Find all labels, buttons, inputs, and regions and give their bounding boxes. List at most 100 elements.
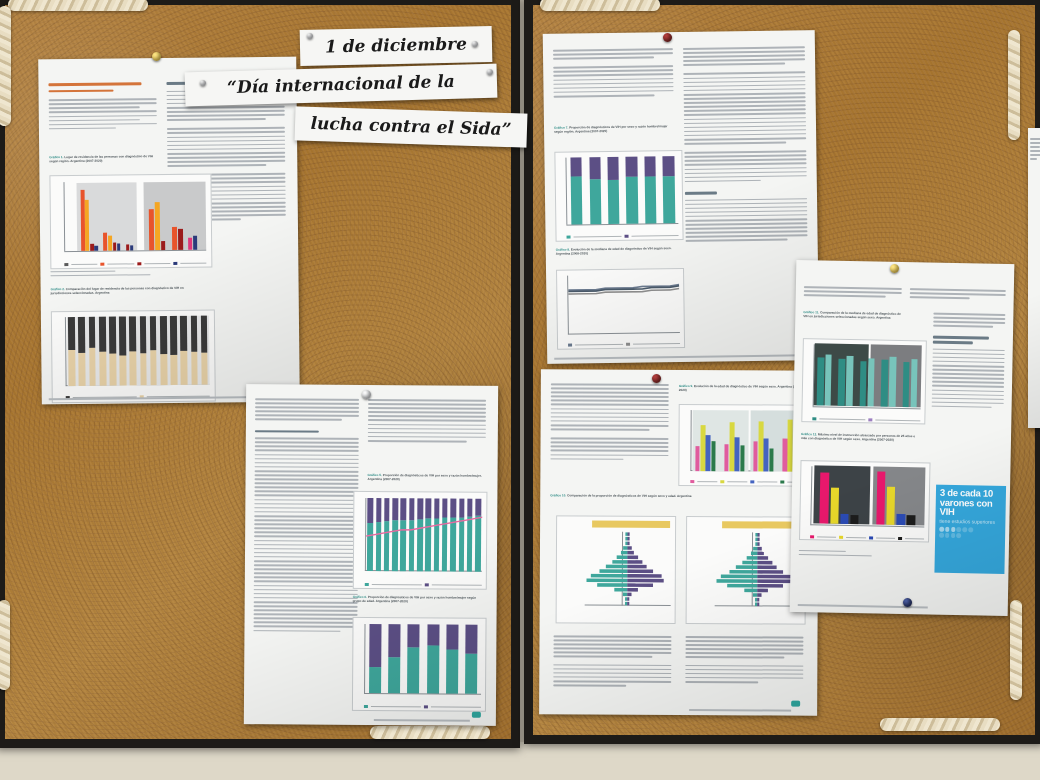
pyramid-bar-left bbox=[625, 601, 628, 606]
bar-segment bbox=[607, 157, 619, 181]
pyramid-bar-left bbox=[606, 564, 628, 569]
rope-trim-bottom-right bbox=[880, 718, 1000, 731]
pyramid-bar-right bbox=[627, 559, 643, 564]
pyramid-bar-right bbox=[627, 587, 639, 592]
doc3-chart1-caption: Gráfico 7. Proporción de diagnósticos de… bbox=[553, 124, 668, 134]
bar-segment bbox=[109, 353, 117, 386]
info-box-varones-vih: 3 de cada 10 varones con VIH tiene estud… bbox=[934, 484, 1007, 574]
bar-segment bbox=[119, 355, 127, 386]
pyramid-bar-right bbox=[627, 532, 630, 536]
banner-1-text: 1 de diciembre bbox=[324, 34, 468, 58]
bar-segment bbox=[108, 316, 117, 354]
bar bbox=[838, 358, 846, 406]
pin-banner-2-left[interactable] bbox=[200, 80, 206, 86]
bar bbox=[888, 357, 897, 407]
bar-segment bbox=[139, 352, 147, 386]
pyramid-bar-left bbox=[625, 536, 628, 541]
pyramid-bar-left bbox=[727, 583, 758, 588]
bar-segment bbox=[88, 317, 96, 349]
pin-banner-2-right[interactable] bbox=[487, 69, 493, 75]
bar-segment bbox=[570, 157, 582, 177]
pyramid-bar-left bbox=[625, 532, 628, 536]
rope-trim-bottom-left bbox=[370, 726, 490, 739]
bar bbox=[729, 422, 735, 471]
bar bbox=[816, 357, 825, 406]
bar-segment bbox=[78, 352, 86, 386]
bar-segment bbox=[99, 351, 107, 386]
bar bbox=[902, 361, 910, 407]
bar bbox=[758, 421, 764, 472]
document-3[interactable]: Gráfico 7. Proporción de diagnósticos de… bbox=[542, 30, 820, 364]
pyramid-chart-1 bbox=[586, 532, 665, 606]
bar-segment bbox=[387, 657, 401, 694]
pin-doc4-bottom[interactable] bbox=[903, 598, 912, 607]
pyramid-bar-left bbox=[591, 573, 628, 578]
document-5-partial[interactable] bbox=[1028, 128, 1040, 428]
pin-banner-1-right[interactable] bbox=[472, 41, 478, 47]
bar bbox=[724, 443, 729, 471]
line-series bbox=[569, 288, 680, 294]
pyramid-bar-left bbox=[623, 592, 628, 596]
bar bbox=[782, 438, 788, 472]
banner-3-text: lucha contra el Sida” bbox=[310, 113, 512, 141]
chart-mediana-edad-jurisdicciones bbox=[801, 338, 927, 425]
bar-segment bbox=[465, 653, 478, 695]
pin-doc3-top[interactable] bbox=[663, 33, 672, 42]
pyramid-bar-left bbox=[623, 546, 628, 550]
bar bbox=[700, 424, 706, 471]
bar bbox=[886, 486, 896, 526]
line-series bbox=[569, 286, 680, 292]
chart-piramide-2 bbox=[685, 516, 807, 625]
pin-doc2-top[interactable] bbox=[362, 390, 371, 399]
banner-lucha-contra-el-sida: lucha contra el Sida” bbox=[294, 106, 528, 148]
bar bbox=[734, 437, 740, 471]
pyramid-bar-right bbox=[627, 592, 632, 596]
bar-segment bbox=[426, 644, 439, 694]
document-3b[interactable]: Gráfico 9. Evolución de la edad de diagn… bbox=[539, 369, 819, 716]
doc2-section-heading bbox=[254, 429, 320, 433]
pyramid-bar-left bbox=[736, 565, 758, 569]
line-series bbox=[569, 284, 680, 289]
pyramid-bar-left bbox=[755, 532, 758, 537]
bar-segment bbox=[150, 350, 158, 386]
pyramid-bar-left bbox=[742, 560, 758, 565]
chart-proporcion-region bbox=[554, 149, 684, 242]
pin-banner-1-left[interactable] bbox=[307, 33, 313, 39]
document-4[interactable]: Gráfico 11. Comparación de la mediana de… bbox=[789, 259, 1015, 617]
pyramid-bar-right bbox=[757, 546, 763, 551]
pyramid-bar-left bbox=[753, 593, 758, 597]
doc2-footer-badge bbox=[471, 711, 481, 718]
pyramid-bar-right bbox=[757, 532, 760, 537]
bar-segment bbox=[644, 176, 657, 224]
bar bbox=[695, 446, 700, 471]
trend-line bbox=[366, 516, 482, 537]
chart-proporcion-sexo-grupo-edad bbox=[351, 616, 487, 712]
bar-segment bbox=[625, 156, 638, 178]
bar-segment bbox=[139, 316, 147, 353]
doc1-chart1-caption: Gráfico 1. Lugar de residencia de las pe… bbox=[49, 154, 153, 164]
bar bbox=[769, 448, 774, 472]
bar-segment bbox=[589, 178, 601, 225]
pin-doc1-top[interactable] bbox=[152, 52, 161, 61]
doc4-chart2-caption: Gráfico 12. Máximo nivel de instrucción … bbox=[800, 432, 916, 443]
bar bbox=[845, 356, 854, 406]
bar-segment bbox=[644, 156, 656, 177]
pyramid-bar-right bbox=[757, 551, 765, 555]
document-1[interactable]: Gráfico 1. Lugar de residencia de las pe… bbox=[38, 56, 300, 405]
rope-trim-top-right bbox=[540, 0, 660, 11]
doc2-chart1-caption: Gráfico 5. Proporción de diagnósticos de… bbox=[367, 472, 482, 482]
doc2-chart2-caption: Gráfico 6. Proporción de diagnósticos de… bbox=[352, 594, 477, 604]
document-2[interactable]: Gráfico 5. Proporción de diagnósticos de… bbox=[243, 384, 499, 726]
banner-2-text: “Día internacional de la bbox=[226, 71, 456, 99]
bar bbox=[829, 487, 840, 525]
chart-evolucion-mediana-edad bbox=[556, 267, 686, 350]
pyramid-bar-right bbox=[757, 537, 760, 542]
pyramid-bar-left bbox=[751, 551, 758, 555]
bar bbox=[906, 514, 916, 526]
pin-doc3-mid[interactable] bbox=[652, 374, 661, 383]
bar bbox=[880, 359, 889, 407]
bar-segment bbox=[180, 350, 188, 385]
doc3-chart4-caption: Gráfico 10. Comparación de la proporción… bbox=[550, 493, 692, 499]
pyramid-bar-left bbox=[625, 541, 628, 545]
pin-doc4-top[interactable] bbox=[890, 264, 899, 273]
